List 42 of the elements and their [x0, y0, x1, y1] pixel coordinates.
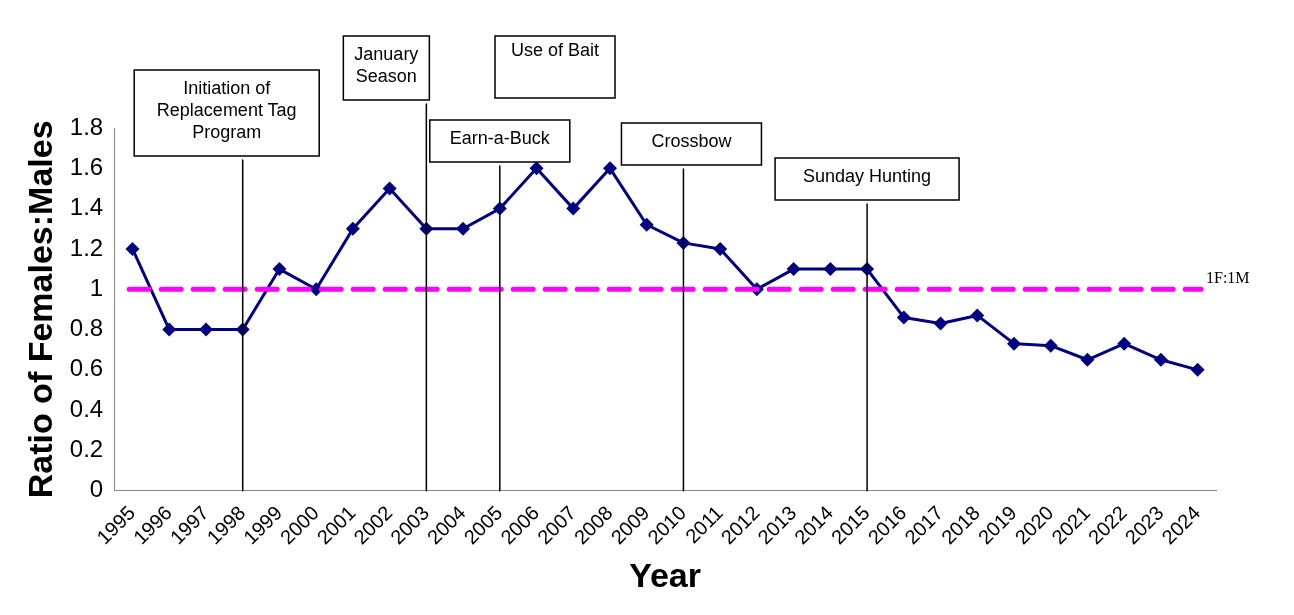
y-tick-label: 1.4 [69, 193, 104, 221]
point [272, 262, 287, 277]
ref-line-label: Earn-a-Buck [449, 127, 551, 148]
ref-line-label: Initiation of Replacement Tag Program [156, 77, 297, 142]
y-axis-title: Ratio of Females:Males [20, 120, 59, 499]
ref-line-label: Sunday Hunting [803, 165, 932, 186]
point [896, 310, 911, 325]
point [345, 221, 360, 236]
y-tick-label: 0.4 [69, 394, 104, 422]
point [566, 201, 581, 216]
point [456, 221, 471, 236]
point [382, 181, 397, 196]
point [786, 262, 801, 277]
point [970, 308, 985, 323]
point [602, 161, 617, 176]
point [933, 316, 948, 331]
y-tick-label: 1.6 [69, 152, 104, 180]
point [639, 217, 654, 232]
ref-line-label: January Season [354, 43, 419, 86]
ref-line-label: Crossbow [651, 130, 733, 151]
point [529, 161, 544, 176]
point [1080, 352, 1095, 367]
ref-line-label: 1F:1M [1206, 269, 1250, 287]
point [125, 241, 140, 256]
point [1043, 338, 1058, 353]
y-tick-label: 0.8 [69, 314, 104, 342]
point [1007, 336, 1021, 351]
y-tick-label: 1 [89, 273, 104, 301]
y-tick-label: 1.2 [69, 233, 104, 261]
point [823, 262, 838, 277]
y-tick-label: 0.6 [69, 354, 104, 382]
point [713, 241, 728, 256]
point [1153, 352, 1168, 367]
point [198, 322, 213, 337]
text: Use of Bait [510, 39, 600, 60]
y-tick-label: 0 [89, 475, 104, 503]
point [162, 322, 177, 337]
point [1117, 336, 1132, 351]
y-tick-label: 0.2 [69, 435, 104, 463]
y-tick-label: 1.8 [69, 112, 104, 140]
point [1190, 362, 1205, 377]
x-axis-title: Year [629, 555, 702, 594]
